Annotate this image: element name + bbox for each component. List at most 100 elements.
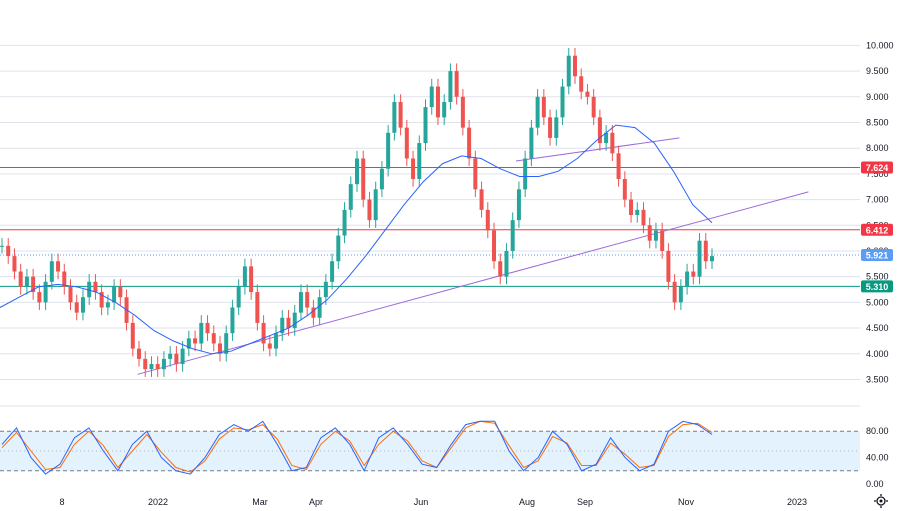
candle-body bbox=[392, 102, 396, 133]
candle-body bbox=[448, 71, 452, 102]
candle-body bbox=[12, 256, 16, 271]
candle-body bbox=[50, 261, 54, 282]
candle-body bbox=[480, 189, 484, 210]
candle-body bbox=[299, 292, 303, 313]
candle-body bbox=[193, 338, 197, 343]
candle-body bbox=[293, 313, 297, 328]
candle-body bbox=[174, 354, 178, 364]
candle-body bbox=[262, 323, 266, 344]
candle-body bbox=[710, 256, 714, 261]
candle-body bbox=[648, 225, 652, 240]
time-tick-label: 8 bbox=[59, 497, 64, 507]
time-tick-label: Apr bbox=[309, 497, 323, 507]
candle-body bbox=[442, 102, 446, 117]
candle-body bbox=[6, 246, 10, 256]
candle-body bbox=[492, 230, 496, 261]
time-axis[interactable]: 8 2022 Mar Apr Jun Aug Sep Nov 2023 bbox=[59, 497, 807, 507]
candle-body bbox=[112, 287, 116, 302]
candle-body bbox=[93, 282, 97, 292]
candle-body bbox=[162, 359, 166, 369]
candle-body bbox=[374, 189, 378, 220]
candle-body bbox=[199, 323, 203, 344]
candle-body bbox=[243, 266, 247, 287]
candle-body bbox=[573, 56, 577, 77]
candle-body bbox=[592, 97, 596, 118]
candle-body bbox=[305, 292, 309, 307]
candle-body bbox=[691, 272, 695, 277]
candle-body bbox=[654, 230, 658, 240]
candle-body bbox=[536, 97, 540, 128]
candle-body bbox=[355, 158, 359, 184]
price-tick-label: 8.500 bbox=[866, 118, 889, 128]
price-tag-text-r2: 6.412 bbox=[866, 225, 889, 235]
candle-body bbox=[137, 349, 141, 359]
time-tick-label: Nov bbox=[678, 497, 695, 507]
candle-body bbox=[660, 230, 664, 251]
candle-body bbox=[330, 261, 334, 282]
candle-body bbox=[212, 333, 216, 343]
horizontal-levels bbox=[0, 168, 860, 287]
candle-body bbox=[237, 287, 241, 308]
candle-body bbox=[131, 323, 135, 349]
candle-body bbox=[617, 153, 621, 179]
candle-body bbox=[44, 282, 48, 303]
price-tick-label: 9.000 bbox=[866, 92, 889, 102]
candle-body bbox=[206, 323, 210, 333]
candle-body bbox=[548, 117, 552, 138]
candle-body bbox=[19, 272, 23, 287]
stoch-tick-label: 0.00 bbox=[866, 479, 884, 489]
price-tick-label: 10.000 bbox=[866, 40, 894, 50]
candle-body bbox=[268, 343, 272, 348]
stochastic-pane: 80.00 40.00 0.00 bbox=[0, 421, 889, 489]
candle-body bbox=[523, 158, 527, 189]
candle-body bbox=[417, 143, 421, 179]
candle-body bbox=[56, 261, 60, 271]
candle-body bbox=[542, 97, 546, 118]
candle-body bbox=[498, 261, 502, 276]
candle-body bbox=[455, 71, 459, 97]
candle-body bbox=[37, 292, 41, 302]
settings-gear-icon[interactable] bbox=[874, 494, 888, 508]
candle-body bbox=[666, 251, 670, 282]
price-tick-label: 4.000 bbox=[866, 349, 889, 359]
candle-body bbox=[274, 333, 278, 348]
candle-body bbox=[81, 297, 85, 312]
candle-body bbox=[249, 266, 253, 292]
price-tag-text-r1: 7.624 bbox=[866, 163, 889, 173]
price-tag-text-s1: 5.310 bbox=[866, 282, 889, 292]
candle-body bbox=[641, 210, 645, 225]
candle-body bbox=[517, 189, 521, 220]
trend-lines bbox=[138, 138, 809, 374]
candle-body bbox=[399, 102, 403, 128]
candle-body bbox=[585, 92, 589, 97]
candle-body bbox=[336, 236, 340, 262]
candle-body bbox=[143, 359, 147, 369]
candle-body bbox=[380, 169, 384, 190]
candle-body bbox=[461, 97, 465, 128]
candle-body bbox=[436, 87, 440, 118]
price-tick-label: 5.000 bbox=[866, 297, 889, 307]
candle-body bbox=[610, 133, 614, 154]
candle-body bbox=[405, 128, 409, 159]
candle-body bbox=[561, 87, 565, 118]
candle-body bbox=[623, 179, 627, 200]
candle-body bbox=[156, 364, 160, 369]
candle-body bbox=[224, 333, 228, 354]
candle-body bbox=[486, 210, 490, 231]
candle-body bbox=[698, 241, 702, 277]
candle-body bbox=[704, 241, 708, 262]
candle-body bbox=[349, 184, 353, 210]
candle-body bbox=[386, 133, 390, 169]
candle-body bbox=[230, 308, 234, 334]
price-axis[interactable]: 3.5004.0004.5005.0005.5006.0006.5007.000… bbox=[866, 40, 894, 384]
candle-body bbox=[511, 220, 515, 251]
price-tick-label: 3.500 bbox=[866, 374, 889, 384]
candle-body bbox=[0, 246, 4, 247]
candle-body bbox=[673, 282, 677, 303]
candle-body bbox=[554, 117, 558, 138]
candle-body bbox=[679, 287, 683, 302]
candle-body bbox=[181, 349, 185, 364]
stoch-tick-label: 80.00 bbox=[866, 426, 889, 436]
price-tick-label: 8.000 bbox=[866, 143, 889, 153]
